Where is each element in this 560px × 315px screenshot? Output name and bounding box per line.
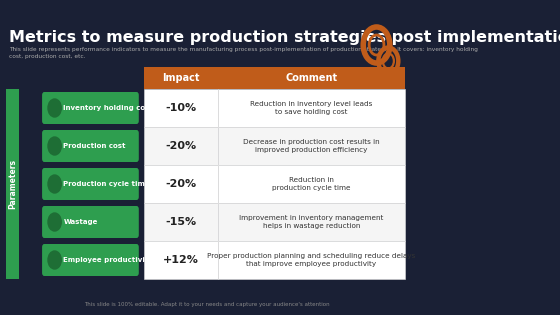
FancyBboxPatch shape bbox=[218, 89, 404, 127]
Text: Production cycle time: Production cycle time bbox=[63, 181, 150, 187]
FancyBboxPatch shape bbox=[144, 165, 218, 203]
Text: Reduction in
production cycle time: Reduction in production cycle time bbox=[272, 177, 351, 191]
Circle shape bbox=[48, 251, 61, 269]
FancyBboxPatch shape bbox=[218, 165, 404, 203]
Text: -20%: -20% bbox=[165, 179, 197, 189]
Text: +12%: +12% bbox=[163, 255, 199, 265]
FancyBboxPatch shape bbox=[218, 241, 404, 279]
Circle shape bbox=[48, 99, 61, 117]
FancyBboxPatch shape bbox=[6, 89, 19, 279]
Text: Impact: Impact bbox=[162, 73, 199, 83]
FancyBboxPatch shape bbox=[42, 168, 139, 200]
FancyBboxPatch shape bbox=[42, 92, 139, 124]
Text: Metrics to measure production strategies post implementation: Metrics to measure production strategies… bbox=[9, 30, 560, 45]
Text: Proper production planning and scheduling reduce delays
that improve employee pr: Proper production planning and schedulin… bbox=[207, 253, 416, 267]
FancyBboxPatch shape bbox=[144, 203, 218, 241]
Text: Parameters: Parameters bbox=[8, 159, 17, 209]
FancyBboxPatch shape bbox=[218, 67, 404, 89]
Text: Improvement in inventory management
helps in wastage reduction: Improvement in inventory management help… bbox=[239, 215, 384, 229]
Circle shape bbox=[48, 213, 61, 231]
FancyBboxPatch shape bbox=[218, 203, 404, 241]
FancyBboxPatch shape bbox=[42, 206, 139, 238]
FancyBboxPatch shape bbox=[144, 67, 218, 89]
Text: This slide is 100% editable. Adapt it to your needs and capture your audience's : This slide is 100% editable. Adapt it to… bbox=[84, 302, 329, 307]
Text: Employee productivity: Employee productivity bbox=[63, 257, 153, 263]
Text: This slide represents performance indicators to measure the manufacturing proces: This slide represents performance indica… bbox=[9, 47, 478, 59]
FancyBboxPatch shape bbox=[144, 241, 218, 279]
Text: Wastage: Wastage bbox=[63, 219, 98, 225]
Text: Comment: Comment bbox=[285, 73, 337, 83]
Text: Reduction in inventory level leads
to save holding cost: Reduction in inventory level leads to sa… bbox=[250, 101, 372, 115]
Text: -20%: -20% bbox=[165, 141, 197, 151]
Circle shape bbox=[48, 137, 61, 155]
Text: -10%: -10% bbox=[165, 103, 197, 113]
Text: Decrease in production cost results in
improved production efficiency: Decrease in production cost results in i… bbox=[243, 139, 380, 153]
Text: Inventory holding cost: Inventory holding cost bbox=[63, 105, 153, 111]
FancyBboxPatch shape bbox=[144, 127, 218, 165]
FancyBboxPatch shape bbox=[42, 130, 139, 162]
FancyBboxPatch shape bbox=[144, 89, 218, 127]
Text: -15%: -15% bbox=[165, 217, 197, 227]
FancyBboxPatch shape bbox=[42, 244, 139, 276]
Text: Production cost: Production cost bbox=[63, 143, 126, 149]
FancyBboxPatch shape bbox=[218, 127, 404, 165]
Circle shape bbox=[48, 175, 61, 193]
